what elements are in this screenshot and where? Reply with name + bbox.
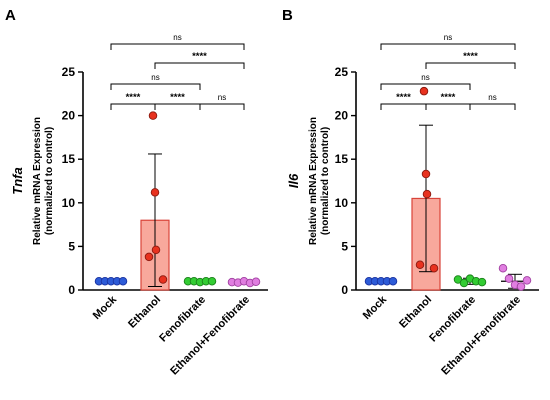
y-axis-gene-label: Tnfa [10, 167, 25, 194]
significance-bracket [380, 43, 516, 50]
significance-label: ns [488, 93, 496, 102]
y-tick-label: 0 [68, 283, 75, 297]
significance-label: ns [421, 73, 429, 82]
significance-bracket [199, 103, 245, 110]
significance-bracket [380, 103, 427, 110]
data-point [477, 277, 487, 287]
y-tick-label: 5 [68, 239, 75, 253]
x-tick-label: Ethanol+Fenofibrate [168, 294, 252, 378]
significance-label: ns [218, 93, 226, 102]
x-tick-label: Mock [361, 293, 390, 322]
y-tick-label: 0 [341, 283, 348, 297]
data-point [498, 263, 508, 273]
data-point [158, 275, 168, 284]
data-point [148, 111, 158, 120]
y-axis-label-line1: Relative mRNA Expression [308, 117, 319, 245]
data-point [144, 252, 154, 262]
significance-label: **** [441, 92, 456, 103]
x-tick-label: Ethanol+Fenofibrate [439, 294, 523, 378]
significance-bracket [380, 83, 471, 90]
y-tick-label: 25 [62, 65, 76, 79]
data-point [421, 169, 431, 179]
data-point [516, 282, 526, 291]
y-tick-label: 20 [335, 109, 349, 123]
significance-bracket [154, 103, 201, 110]
y-tick-label: 5 [341, 239, 348, 253]
y-axis-gene-label: Il6 [286, 173, 301, 188]
significance-bracket [469, 103, 516, 110]
data-point [151, 245, 161, 255]
data-point [504, 274, 514, 283]
panel-letter: A [5, 7, 16, 24]
significance-bracket [110, 43, 245, 50]
y-tick-label: 20 [62, 109, 76, 123]
panel-letter: B [282, 7, 293, 24]
panel-B: B Il6 Relative mRNA Expression (normalized … [282, 7, 539, 378]
y-tick-label: 10 [62, 196, 76, 210]
x-tick-label: Ethanol [397, 294, 434, 331]
data-point [150, 188, 160, 197]
data-point [415, 260, 425, 269]
y-tick-label: 15 [335, 152, 349, 166]
significance-bracket [425, 62, 516, 69]
data-point [118, 277, 128, 286]
y-axis-label-line2: (normalized to control) [44, 127, 55, 235]
y-axis-label-line2: (normalized to control) [320, 127, 331, 235]
x-tick-label: Mock [91, 293, 120, 322]
significance-label: ns [173, 33, 181, 42]
data-point [422, 189, 432, 199]
y-tick-label: 15 [62, 152, 76, 166]
significance-label: **** [396, 92, 411, 103]
y-tick-label: 10 [335, 196, 349, 210]
data-point [251, 277, 261, 286]
x-tick-label: Ethanol [126, 294, 163, 331]
significance-bracket [110, 83, 201, 90]
significance-label: **** [192, 51, 207, 62]
significance-label: **** [463, 51, 478, 62]
significance-bracket [425, 103, 471, 110]
panel-A: A Tnfa Relative mRNA Expression (normalized… [5, 7, 268, 378]
significance-label: ns [151, 73, 159, 82]
y-tick-label: 25 [335, 65, 349, 79]
significance-label: ns [444, 33, 452, 42]
significance-label: **** [126, 92, 141, 103]
y-axis-label-line1: Relative mRNA Expression [32, 117, 43, 245]
data-point [419, 86, 429, 96]
significance-bracket [110, 103, 156, 110]
data-point [522, 276, 532, 285]
data-point [388, 277, 398, 286]
data-point [207, 277, 217, 286]
significance-bracket [154, 62, 245, 69]
significance-label: **** [170, 92, 185, 103]
data-point [429, 263, 439, 273]
data-point [459, 278, 469, 288]
